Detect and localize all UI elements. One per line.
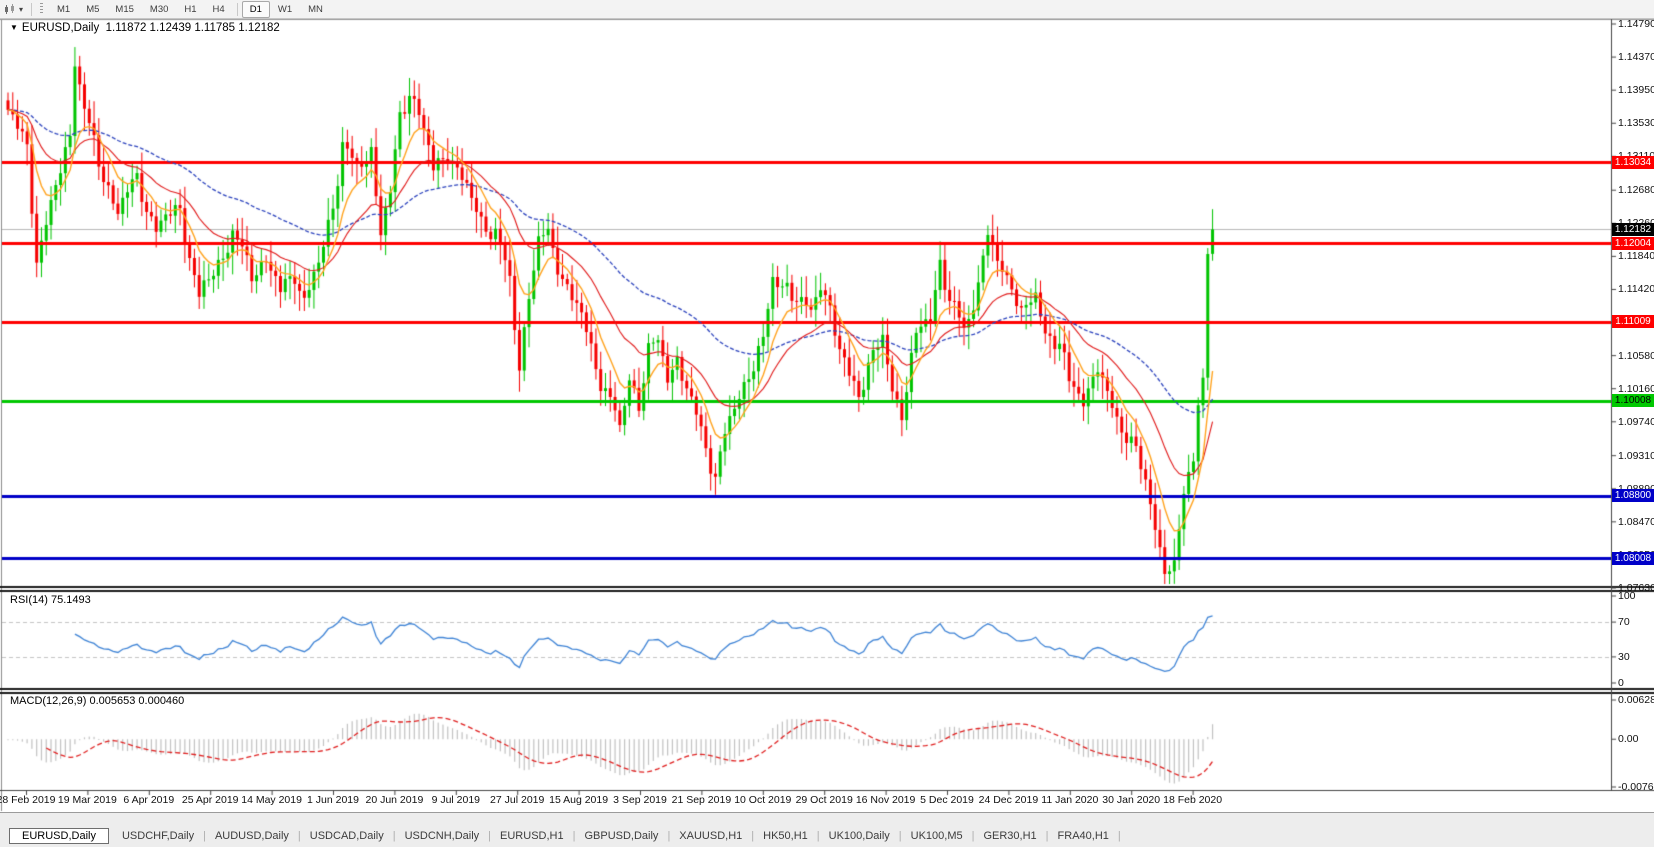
chart-tab-usdcnh-daily[interactable]: USDCNH,Daily <box>404 830 480 842</box>
tab-separator: | <box>751 830 755 842</box>
chart-tab-xauusd-h1[interactable]: XAUUSD,H1 <box>679 830 743 842</box>
chart-tab-hk50-h1[interactable]: HK50,H1 <box>763 830 808 842</box>
chart-tabs-bar: EURUSD,Daily USDCHF,Daily | AUDUSD,Daily | US… <box>0 826 1654 846</box>
tab-separator: | <box>392 830 396 842</box>
chart-title: ▼ EURUSD,Daily 1.11872 1.12439 1.11785 1.… <box>10 22 280 34</box>
timeframe-button-m15[interactable]: M15 <box>115 3 134 15</box>
tab-separator: | <box>297 830 301 842</box>
chart-tab-uk100-m5[interactable]: UK100,M5 <box>910 830 963 842</box>
timeframe-button-m30[interactable]: M30 <box>149 3 169 15</box>
chart-tab-usdchf-daily[interactable]: USDCHF,Daily <box>121 830 195 842</box>
chart-dropdown-icon[interactable]: ▼ <box>10 23 18 32</box>
chart-tab-usdcad-daily[interactable]: USDCAD,Daily <box>309 830 384 842</box>
chart-tab-eurusd-h1[interactable]: EURUSD,H1 <box>500 830 564 842</box>
tab-separator: | <box>667 830 671 842</box>
chart-tab-audusd-daily[interactable]: AUDUSD,Daily <box>214 830 289 842</box>
toolbar-separator <box>236 2 238 16</box>
timeframe-buttons: M1 M5 M15 M30 H1 H4 D1 W1 MN <box>49 0 331 18</box>
timeframe-button-m5[interactable]: M5 <box>86 3 100 15</box>
tab-separator: | <box>898 830 902 842</box>
candlestick-chart-icon[interactable] <box>0 1 19 17</box>
chart-tab-fra40-h1[interactable]: FRA40,H1 <box>1057 830 1109 842</box>
timeframe-button-m1[interactable]: M1 <box>57 3 71 15</box>
tab-separator: | <box>488 830 492 842</box>
tab-separator: | <box>1117 830 1121 842</box>
chart-ohlc-values: 1.11872 1.12439 1.11785 1.12182 <box>105 22 280 34</box>
timeframe-button-w1[interactable]: W1 <box>277 3 293 15</box>
toolbar-grip[interactable] <box>40 3 44 15</box>
toolbar-separator <box>31 2 33 16</box>
chart-symbol-label: EURUSD,Daily <box>21 22 100 34</box>
timeframe-button-h4[interactable]: H4 <box>212 3 225 15</box>
tab-separator: | <box>816 830 820 842</box>
chart-tab-ger30-h1[interactable]: GER30,H1 <box>983 830 1037 842</box>
timeframe-button-mn[interactable]: MN <box>308 3 323 15</box>
chart-tab-eurusd-daily[interactable]: EURUSD,Daily <box>9 828 109 844</box>
tab-separator: | <box>971 830 975 842</box>
tab-separator: | <box>203 830 206 842</box>
chart-tabs: EURUSD,Daily USDCHF,Daily | AUDUSD,Daily | US… <box>2 828 1122 844</box>
chart-tab-gbpusd-daily[interactable]: GBPUSD,Daily <box>584 830 659 842</box>
chart-tab-uk100-daily[interactable]: UK100,Daily <box>828 830 890 842</box>
rsi-indicator-label: RSI(14) 75.1493 <box>10 594 91 606</box>
timeframe-button-d1[interactable]: D1 <box>241 0 270 18</box>
chart-type-dropdown-icon[interactable]: ▾ <box>19 4 24 14</box>
tab-separator: | <box>1045 830 1049 842</box>
macd-indicator-label: MACD(12,26,9) 0.005653 0.000460 <box>10 695 185 707</box>
timeframe-button-h1[interactable]: H1 <box>184 3 197 15</box>
tab-separator: | <box>572 830 576 842</box>
timeframe-toolbar: ▾ M1 M5 M15 M30 H1 H4 D1 W1 MN <box>0 0 1654 19</box>
